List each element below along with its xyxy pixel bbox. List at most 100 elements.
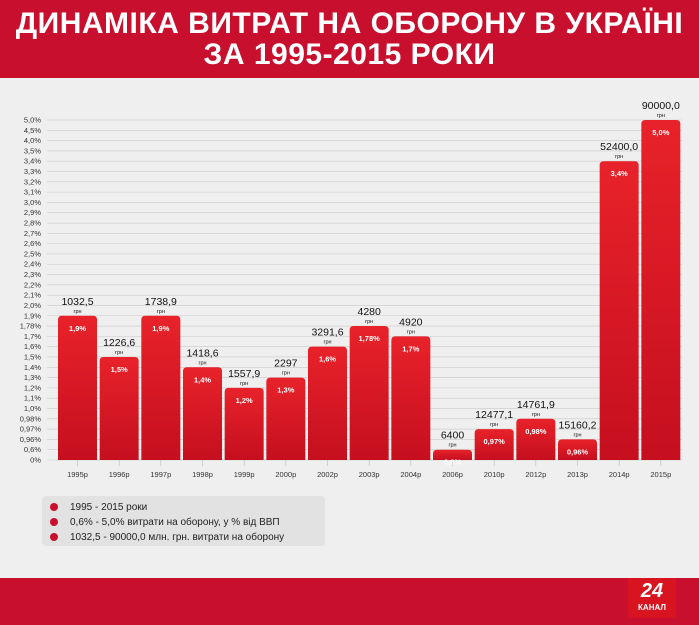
x-tick-label: 2003р (359, 470, 380, 479)
bar-amount-label: 4920 (399, 316, 423, 328)
title-line-2: ЗА 1995-2015 РОКИ (203, 38, 496, 71)
channel-logo: 24 КАНАЛ (628, 578, 676, 618)
bar-pct-label: 1,9% (69, 324, 86, 333)
y-tick-label: 2,6% (24, 239, 41, 248)
bar (183, 367, 222, 460)
x-tick-label: 2006р (442, 470, 463, 479)
y-tick-label: 2,7% (24, 229, 41, 238)
x-tick-label: 1996р (109, 470, 130, 479)
bar (349, 326, 389, 460)
bar-pct-label: 0,97% (484, 437, 506, 446)
bar-unit-label: грн (240, 381, 248, 387)
bar-chart: 0%0,6%0,96%0,97%0,98%1,0%1,1%1,2%1,3%1,4… (20, 100, 682, 479)
bar-amount-label: 1226,6 (103, 337, 135, 349)
x-tick-label: 2004р (400, 470, 421, 479)
bar-unit-label: грн (282, 371, 290, 377)
bar (474, 429, 514, 460)
footer (0, 578, 699, 625)
y-tick-label: 1,4% (24, 363, 41, 372)
y-tick-label: 3,5% (24, 146, 41, 155)
bar-unit-label: грн (657, 113, 665, 119)
logo-word: КАНАЛ (638, 603, 666, 612)
bar-amount-label: 4280 (357, 306, 381, 318)
y-tick-label: 1,5% (24, 352, 41, 361)
y-tick-label: 3,2% (24, 177, 41, 186)
x-tick-label: 2014р (609, 470, 630, 479)
y-tick-label: 1,2% (24, 383, 41, 392)
bar-pct-label: 1,78% (359, 334, 381, 343)
title-line-1: ДИНАМІКА ВИТРАТ НА ОБОРОНУ В УКРАЇНІ (15, 7, 684, 40)
y-tick-label: 2,2% (24, 280, 41, 289)
y-tick-label: 2,3% (24, 270, 41, 279)
y-tick-label: 2,5% (24, 249, 41, 258)
bar (599, 161, 639, 460)
bar-amount-label: 3291,6 (311, 327, 343, 339)
bar-unit-label: грн (73, 309, 81, 315)
y-tick-label: 3,4% (24, 157, 41, 166)
bar-pct-label: 5,0% (652, 128, 669, 137)
bar-unit-label: грн (198, 360, 206, 366)
y-tick-label: 0,96% (20, 435, 42, 444)
y-tick-label: 2,4% (24, 260, 41, 269)
y-tick-label: 1,7% (24, 332, 41, 341)
bar (641, 120, 681, 460)
legend-item: 1032,5 - 90000,0 млн. грн. витрати на об… (50, 530, 284, 544)
bar-pct-label: 1,4% (194, 375, 211, 384)
bar-pct-label: 0,96% (567, 447, 589, 456)
bar-amount-label: 6400 (441, 430, 465, 442)
bar (58, 315, 97, 460)
x-tick-label: 1998р (192, 470, 213, 479)
legend-item: 0,6% - 5,0% витрати на оборону, у % від … (50, 515, 280, 529)
y-tick-label: 1,1% (24, 394, 41, 403)
logo-number: 24 (640, 580, 664, 602)
bar-amount-label: 1557,9 (228, 368, 260, 380)
bar-pct-label: 0,6% (444, 458, 461, 467)
y-tick-label: 1,3% (24, 373, 41, 382)
legend: 1995 - 2015 роки 0,6% - 5,0% витрати на … (42, 496, 325, 546)
bar (141, 315, 181, 460)
bullet-icon (50, 518, 58, 526)
y-tick-label: 0,98% (20, 414, 42, 423)
x-tick-label: 2012р (525, 470, 546, 479)
bar-unit-label: грн (448, 443, 456, 449)
y-tick-label: 3,3% (24, 167, 41, 176)
bar-amount-label: 1032,5 (61, 296, 93, 308)
bullet-icon (50, 503, 58, 511)
legend-text: 1995 - 2015 роки (70, 501, 148, 513)
bar-amount-label: 2297 (274, 358, 298, 370)
bar-unit-label: грн (490, 422, 498, 428)
x-tick-label: 1997р (150, 470, 171, 479)
y-tick-label: 2,9% (24, 208, 41, 217)
y-tick-label: 2,1% (24, 291, 41, 300)
bar-amount-label: 14761,9 (517, 399, 555, 411)
bar (224, 387, 264, 460)
x-tick-label: 2002р (317, 470, 338, 479)
bar (558, 439, 597, 460)
bar-unit-label: грн (157, 309, 165, 315)
y-tick-label: 2,8% (24, 219, 41, 228)
legend-text: 1032,5 - 90000,0 млн. грн. витрати на об… (70, 531, 285, 543)
y-tick-label: 0% (30, 456, 41, 465)
bar-amount-label: 12477,1 (475, 409, 513, 421)
bar-unit-label: грн (407, 329, 415, 335)
bar-pct-label: 1,9% (152, 324, 169, 333)
bar (433, 449, 472, 460)
bar-unit-label: грн (573, 432, 581, 438)
bar (391, 336, 431, 460)
bar (266, 377, 306, 460)
x-tick-label: 1999р (234, 470, 255, 479)
bullet-icon (50, 533, 58, 541)
bar-pct-label: 1,5% (111, 365, 128, 374)
bar-amount-label: 15160,2 (559, 419, 597, 431)
y-tick-label: 3,0% (24, 198, 41, 207)
y-tick-label: 1,6% (24, 342, 41, 351)
bar-unit-label: грн (615, 154, 623, 160)
y-tick-label: 4,0% (24, 136, 41, 145)
bar-pct-label: 3,4% (611, 169, 628, 178)
x-tick-label: 2000р (275, 470, 296, 479)
legend-item: 1995 - 2015 роки (50, 500, 147, 514)
bar-amount-label: 1738,9 (145, 296, 177, 308)
bar-unit-label: грн (323, 340, 331, 346)
x-tick-label: 2013р (567, 470, 588, 479)
bar-pct-label: 1,3% (277, 386, 294, 395)
